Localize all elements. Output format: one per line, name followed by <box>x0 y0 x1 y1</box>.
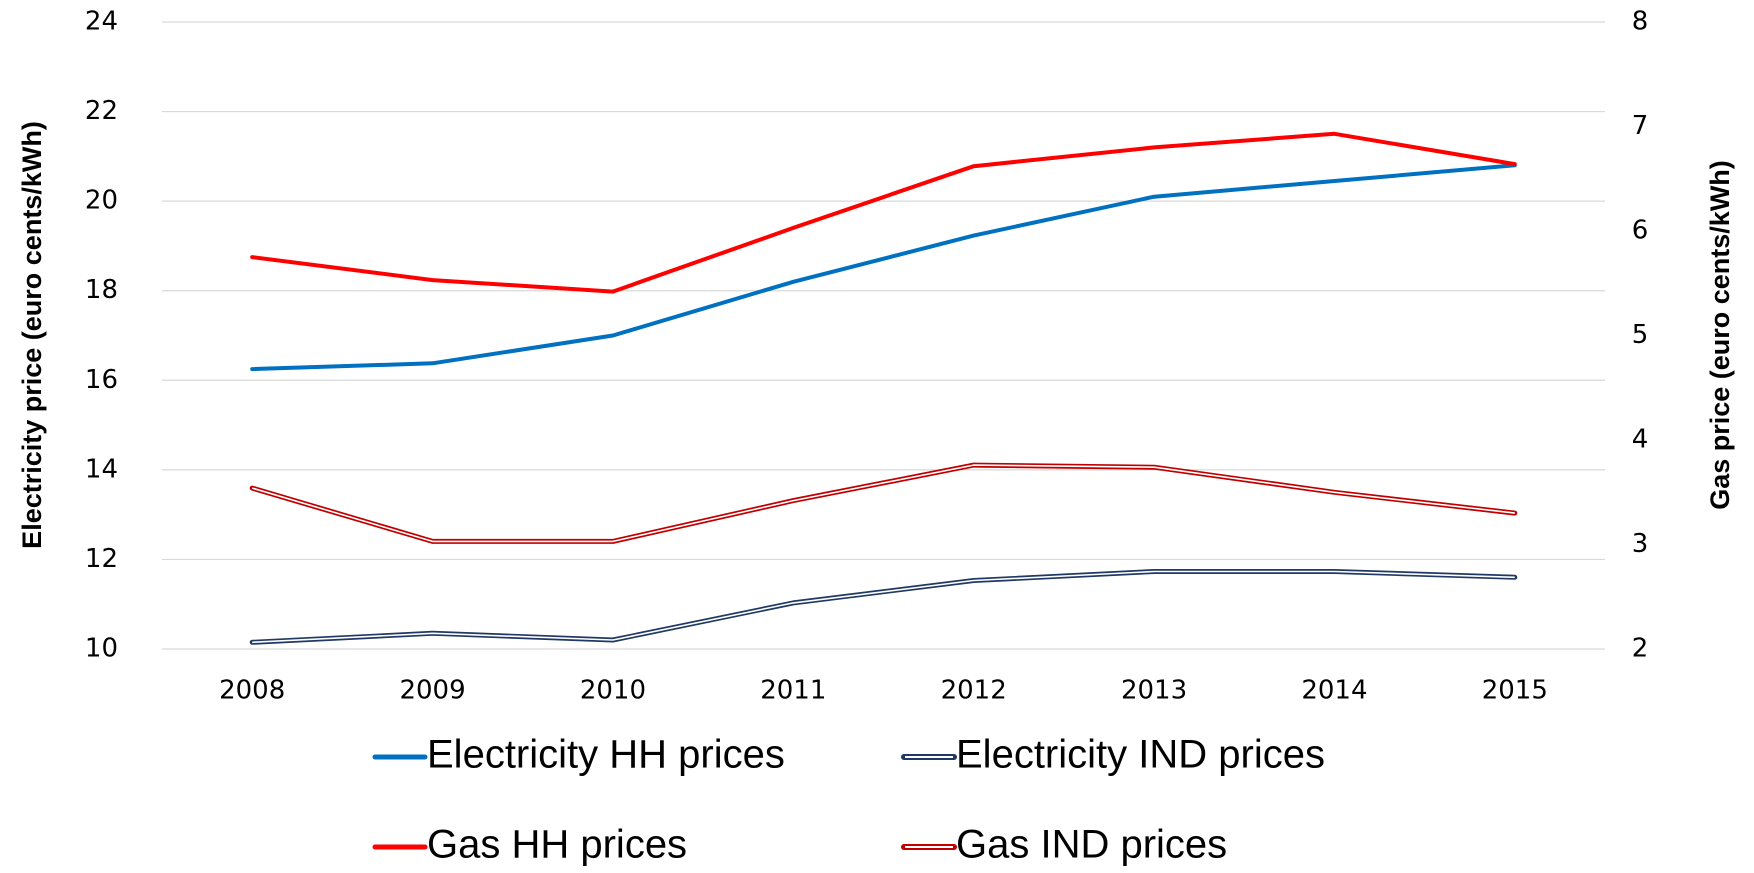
x-tick-label: 2011 <box>760 676 826 706</box>
x-tick-label: 2014 <box>1301 676 1367 706</box>
y2-tick-label: 5 <box>1632 320 1649 350</box>
y-tick-label: 16 <box>85 365 118 395</box>
y-tick-label: 20 <box>85 186 118 216</box>
legend-label: Gas IND prices <box>956 823 1227 867</box>
series-line <box>249 462 1518 544</box>
y2-tick-label: 4 <box>1632 425 1649 455</box>
legend-label: Gas HH prices <box>427 823 687 867</box>
y2-tick-label: 8 <box>1632 7 1649 37</box>
series-line <box>250 131 1517 294</box>
y-tick-label: 24 <box>85 7 118 37</box>
series-line <box>249 569 1518 645</box>
y2-tick-label: 2 <box>1632 634 1649 664</box>
x-tick-label: 2012 <box>941 676 1007 706</box>
x-tick-label: 2010 <box>580 676 646 706</box>
x-tick-label: 2009 <box>399 676 465 706</box>
series-line-inner <box>251 464 1515 543</box>
legend-label: Electricity HH prices <box>427 733 785 777</box>
y-tick-label: 14 <box>85 454 118 484</box>
series-line <box>250 163 1517 372</box>
x-tick-label: 2015 <box>1482 676 1548 706</box>
x-tick-label: 2013 <box>1121 676 1187 706</box>
series-line-inner <box>252 570 1515 644</box>
y-tick-label: 12 <box>85 544 118 574</box>
y2-tick-label: 6 <box>1632 216 1649 246</box>
legend-label: Electricity IND prices <box>956 733 1325 777</box>
y-axis-title: Electricity price (euro cents/kWh) <box>17 121 47 549</box>
y2-tick-label: 3 <box>1632 529 1649 559</box>
y-tick-label: 22 <box>85 96 118 126</box>
y-tick-label: 18 <box>85 275 118 305</box>
y-tick-label: 10 <box>85 634 118 664</box>
x-tick-label: 2008 <box>219 676 285 706</box>
y2-tick-label: 7 <box>1632 111 1649 141</box>
y2-axis-title: Gas price (euro cents/kWh) <box>1705 160 1735 510</box>
